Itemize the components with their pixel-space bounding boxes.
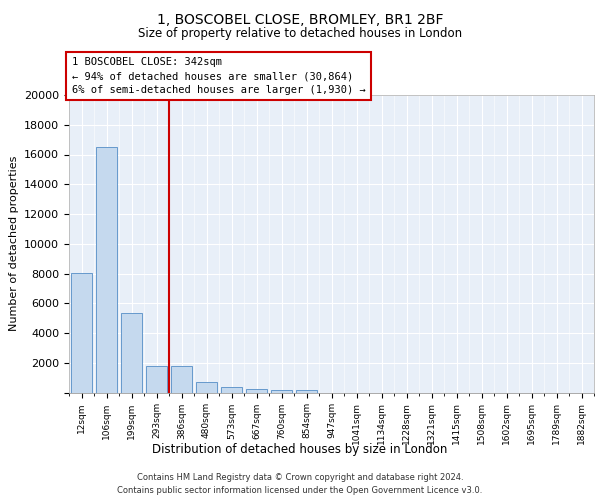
Bar	[171, 366, 192, 392]
Bar	[221, 388, 242, 392]
Bar	[146, 366, 167, 392]
Text: Distribution of detached houses by size in London: Distribution of detached houses by size …	[152, 442, 448, 456]
Bar	[71, 273, 92, 392]
Text: 1 BOSCOBEL CLOSE: 342sqm
← 94% of detached houses are smaller (30,864)
6% of sem: 1 BOSCOBEL CLOSE: 342sqm ← 94% of detach…	[71, 57, 365, 95]
Text: Contains HM Land Registry data © Crown copyright and database right 2024.: Contains HM Land Registry data © Crown c…	[137, 472, 463, 482]
Bar	[296, 390, 317, 392]
Text: 1, BOSCOBEL CLOSE, BROMLEY, BR1 2BF: 1, BOSCOBEL CLOSE, BROMLEY, BR1 2BF	[157, 12, 443, 26]
Bar	[196, 382, 217, 392]
Y-axis label: Number of detached properties: Number of detached properties	[8, 156, 19, 332]
Bar	[96, 147, 117, 392]
Text: Contains public sector information licensed under the Open Government Licence v3: Contains public sector information licen…	[118, 486, 482, 495]
Bar	[271, 390, 292, 392]
Bar	[121, 313, 142, 392]
Text: Size of property relative to detached houses in London: Size of property relative to detached ho…	[138, 28, 462, 40]
Bar	[246, 389, 267, 392]
